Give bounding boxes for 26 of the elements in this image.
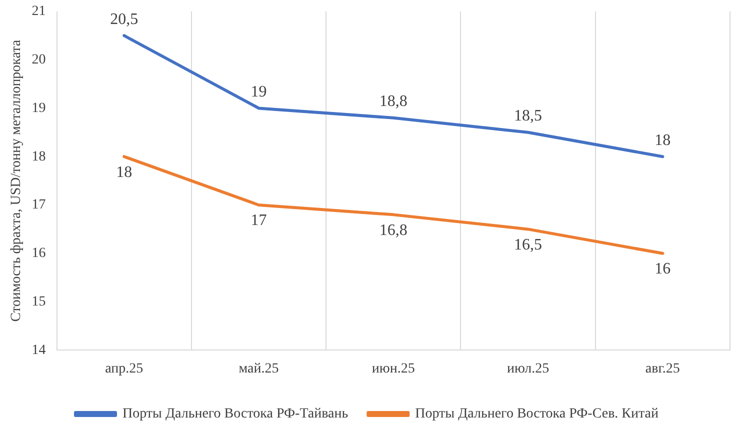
data-label: 17 (250, 212, 267, 230)
y-tick-label: 18 (32, 149, 46, 164)
data-label: 19 (250, 83, 267, 100)
data-label: 16 (654, 260, 671, 278)
y-tick-label: 19 (32, 100, 46, 116)
y-tick-label: 14 (32, 342, 46, 358)
y-axis-title: Стоимость фрахта, USD/тонну металлопроката (9, 39, 24, 322)
x-tick-label: июл.25 (506, 361, 550, 376)
data-label: 18 (116, 164, 132, 181)
data-label: 18,5 (514, 108, 542, 125)
legend-label: Порты Дальнего Востока РФ-Тайвань (122, 406, 348, 422)
y-tick-label: 17 (32, 198, 46, 213)
x-tick-label: май.25 (238, 361, 279, 376)
x-tick-label: апр.25 (105, 361, 144, 376)
y-tick-label: 15 (32, 294, 46, 310)
x-tick-label: июн.25 (372, 361, 415, 376)
y-tick-label: 16 (32, 246, 46, 262)
data-label: 16,8 (379, 222, 408, 239)
legend-label: Порты Дальнего Востока РФ-Сев. Китай (415, 406, 660, 422)
data-label: 18 (654, 132, 671, 149)
data-label: 18,8 (379, 93, 408, 110)
x-tick-label: авг.25 (645, 361, 680, 376)
y-tick-label: 21 (32, 4, 46, 20)
data-label: 16,5 (514, 236, 542, 254)
data-label: 20,5 (110, 10, 138, 28)
y-tick-label: 20 (32, 52, 46, 68)
